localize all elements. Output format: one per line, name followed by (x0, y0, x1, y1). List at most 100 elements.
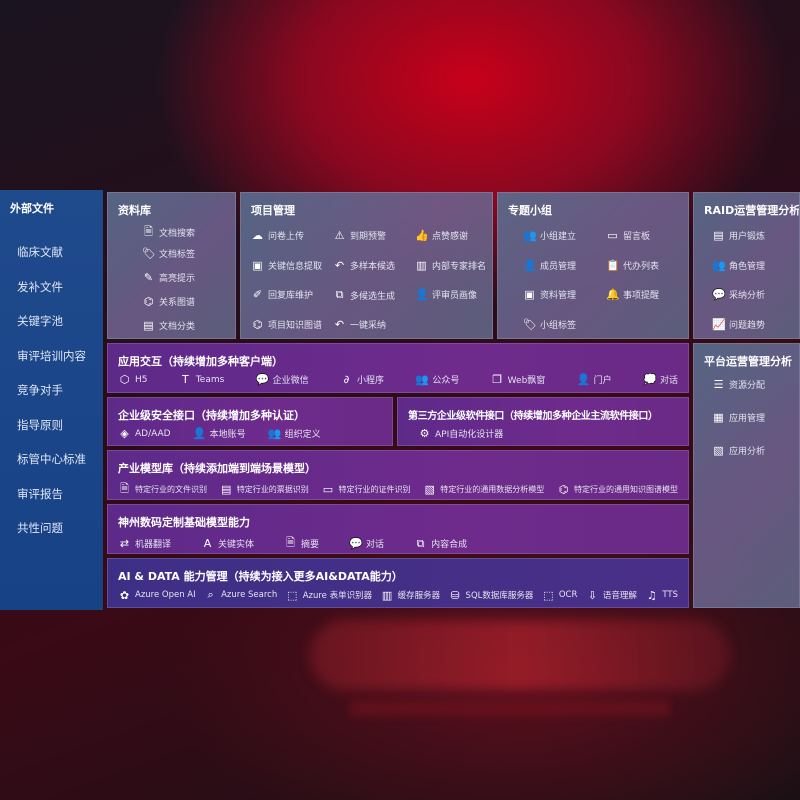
menu-item-group[interactable]: 🏷 小组标签 (523, 318, 576, 331)
menu-item-base[interactable]: ⧉ 内容合成 (414, 537, 467, 551)
menu-item-raid[interactable]: ▤ 用户锻炼 (712, 229, 765, 242)
menu-item-project[interactable]: ⚠ 到期预警 (333, 229, 386, 242)
menu-item-platform[interactable]: ▧ 应用分析 (712, 444, 765, 457)
sidebar-item[interactable]: 竞争对手 (17, 383, 63, 397)
sidebar-item[interactable]: 指导原则 (17, 417, 63, 432)
menu-item-interaction[interactable]: 💭 对话 (643, 373, 678, 386)
menu-item-base[interactable]: A 关键实体 (201, 537, 254, 550)
menu-item-library[interactable]: 🗎 文档搜索 (142, 223, 195, 242)
menu-item-aidata[interactable]: ♫ TTS (645, 589, 678, 602)
menu-item-aidata[interactable]: ✿ Azure Open AI (118, 589, 196, 602)
panel-base-models: 神州数码定制基础模型能力 ⇄ 机器翻译 A 关键实体 🗎 摘要 💬 对话 ⧉ 内容合成 (107, 504, 689, 554)
menu-item-aidata[interactable]: ⬚ Azure 表单识别器 (286, 589, 372, 602)
menu-item-aidata[interactable]: ⌕ Azure Search (204, 588, 278, 602)
menu-item-base[interactable]: 🗎 摘要 (284, 534, 319, 553)
panel-thirdparty: 第三方企业级软件接口（持续增加多种企业主流软件接口） ⚙ API自动化设计器 (397, 397, 689, 446)
menu-item-library[interactable]: 🏷 文档标签 (142, 247, 195, 260)
menu-item-aidata[interactable]: ⛁ SQL数据库服务器 (449, 589, 533, 602)
menu-item-industry[interactable]: ▭ 特定行业的证件识别 (322, 483, 411, 496)
form-recognizer-icon: ⬚ (286, 588, 298, 602)
menu-item-platform[interactable]: ☰ 资源分配 (712, 378, 765, 391)
menu-item-project[interactable]: ⧉ 多候选生成 (333, 288, 395, 302)
menu-item-industry[interactable]: ▤ 特定行业的票据识别 (220, 483, 309, 496)
menu-item-project[interactable]: ▣ 关键信息提取 (251, 259, 322, 272)
panel-library: 资料库 🗎 文档搜索 🏷 文档标签 ✎ 高亮提示 ⌬ 关系图谱 ▤ 文档分类 (107, 192, 236, 339)
panel-title: 产业模型库（持续添加端到端场景模型） (118, 462, 316, 475)
menu-item-raid[interactable]: 📈 问题趋势 (712, 318, 765, 331)
sidebar-item[interactable]: 审评报告 (17, 486, 63, 501)
menu-item-project[interactable]: 👤 评审员画像 (415, 288, 477, 301)
wechat-work-icon: 💬 (255, 373, 270, 386)
menu-item-label: 应用分析 (729, 447, 766, 457)
menu-item-interaction[interactable]: T Teams (179, 373, 224, 386)
menu-item-group[interactable]: ▣ 资料管理 (523, 288, 576, 301)
alarm-icon: ⚠ (334, 229, 345, 242)
menu-item-interaction[interactable]: 💬 企业微信 (256, 373, 309, 386)
menu-item-label: Azure Open AI (135, 590, 196, 600)
menu-item-interaction[interactable]: ❐ Web飘窗 (491, 373, 545, 386)
cache-server-icon: ▥ (381, 588, 393, 602)
menu-item-platform[interactable]: ▦ 应用管理 (712, 411, 765, 424)
content-synthesis-icon: ⧉ (416, 536, 425, 550)
sidebar-item[interactable]: 关键字池 (17, 314, 63, 328)
panel-project: 项目管理 ☁ 问卷上传 ⚠ 到期预警 👍 点赞感谢 ▣ 关键信息提取 ↶ 多样本候选 ▥ 内部专家排名 ✐… (240, 192, 493, 339)
menu-item-label: 评审员画像 (432, 291, 478, 301)
sidebar-item[interactable]: 共性问题 (17, 521, 63, 535)
menu-item-project[interactable]: ↶ 一键采纳 (333, 318, 386, 331)
sidebar-item[interactable]: 发补文件 (17, 279, 63, 294)
menu-item-group[interactable]: 🔔 事项提醒 (606, 288, 659, 301)
menu-item-library[interactable]: ▤ 文档分类 (142, 319, 195, 332)
menu-item-project[interactable]: ✐ 回复库维护 (251, 288, 313, 301)
menu-item-label: 缓存服务器 (397, 591, 441, 601)
user-add-icon: 👤 (523, 258, 537, 272)
receipt-icon: ▤ (221, 483, 232, 496)
menu-item-project[interactable]: ↶ 多样本候选 (333, 259, 395, 272)
menu-item-library[interactable]: ⌬ 关系图谱 (142, 295, 195, 308)
portal-icon: 👤 (576, 373, 591, 386)
menu-item-group[interactable]: 👤 成员管理 (523, 259, 576, 272)
menu-item-label: 组织定义 (284, 430, 321, 440)
menu-item-project[interactable]: 👍 点赞感谢 (415, 229, 468, 242)
sidebar-item[interactable]: 临床文献 (17, 245, 63, 259)
menu-item-project[interactable]: ▥ 内部专家排名 (415, 259, 486, 272)
menu-item-aidata[interactable]: ▥ 缓存服务器 (381, 588, 441, 602)
menu-item-group[interactable]: ▭ 留言板 (606, 229, 650, 242)
menu-item-project[interactable]: ☁ 问卷上传 (251, 229, 304, 242)
menu-item-group[interactable]: 👥 小组建立 (523, 229, 576, 242)
menu-item-interaction[interactable]: 👤 门户 (577, 373, 612, 386)
menu-item-interaction[interactable]: ∂ 小程序 (340, 373, 384, 386)
menu-item-base[interactable]: ⇄ 机器翻译 (118, 537, 171, 550)
menu-item-group[interactable]: 📋 代办列表 (606, 259, 659, 272)
menu-item-interaction[interactable]: 👥 公众号 (415, 373, 459, 386)
menu-item-raid[interactable]: 👥 角色管理 (712, 259, 765, 272)
menu-item-label: 关键信息提取 (268, 261, 323, 272)
menu-item-label: 文档标签 (159, 250, 196, 260)
menu-item-industry[interactable]: 🗎 特定行业的文件识别 (118, 480, 207, 499)
menu-item-aidata[interactable]: ⇩ 语音理解 (586, 589, 637, 602)
menu-item-security[interactable]: 👤 本地账号 (193, 427, 246, 440)
menu-item-base[interactable]: 💬 对话 (349, 537, 384, 550)
sidebar-item[interactable]: 审评培训内容 (17, 348, 86, 363)
menu-item-label: 对话 (659, 376, 678, 386)
menu-item-industry[interactable]: ▧ 特定行业的通用数据分析模型 (423, 483, 545, 496)
menu-item-label: 问卷上传 (268, 232, 305, 242)
panel-security: 企业级安全接口（持续增加多种认证） ◈ AD/AAD 👤 本地账号 👥 组织定义 (107, 397, 393, 446)
html5-icon: ⬡ (119, 373, 130, 386)
menu-item-library[interactable]: ✎ 高亮提示 (142, 271, 195, 284)
menu-item-interaction[interactable]: ⬡ H5 (118, 373, 148, 386)
sidebar-item[interactable]: 标管中心标准 (17, 452, 86, 466)
menu-item-thirdparty[interactable]: ⚙ API自动化设计器 (418, 427, 504, 440)
knowledge-graph-icon: ⌬ (558, 483, 569, 496)
menu-item-industry[interactable]: ⌬ 特定行业的通用知识图谱模型 (557, 483, 678, 496)
menu-item-aidata[interactable]: ⬚ OCR (542, 589, 577, 602)
menu-item-label: 点赞感谢 (432, 232, 469, 242)
menu-item-label: 留言板 (623, 232, 651, 242)
menu-item-security[interactable]: ◈ AD/AAD (118, 427, 170, 440)
document-category-icon: ▤ (143, 319, 154, 332)
menu-item-raid[interactable]: 💬 采纳分析 (712, 288, 765, 301)
menu-item-label: 文档搜索 (159, 229, 196, 239)
openai-icon: ✿ (119, 588, 130, 602)
menu-item-security[interactable]: 👥 组织定义 (268, 427, 321, 440)
menu-item-project[interactable]: ⌬ 项目知识图谱 (251, 318, 322, 331)
menu-item-label: 内容合成 (431, 540, 468, 550)
